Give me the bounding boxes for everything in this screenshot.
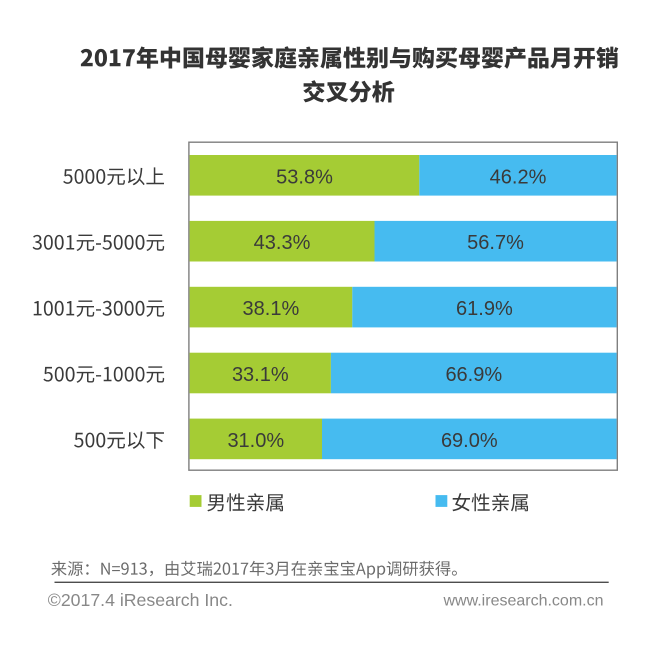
svg-text:33.1%: 33.1% — [232, 364, 289, 386]
svg-text:43.3%: 43.3% — [254, 232, 311, 254]
svg-text:69.0%: 69.0% — [441, 430, 498, 452]
svg-text:©2017.4 iResearch Inc.: ©2017.4 iResearch Inc. — [48, 590, 233, 610]
svg-text:www.iresearch.com.cn: www.iresearch.com.cn — [442, 593, 603, 610]
svg-text:46.2%: 46.2% — [490, 166, 547, 188]
svg-text:56.7%: 56.7% — [467, 232, 524, 254]
svg-text:61.9%: 61.9% — [456, 298, 513, 320]
svg-text:66.9%: 66.9% — [445, 364, 502, 386]
svg-text:31.0%: 31.0% — [227, 430, 284, 452]
svg-text:53.8%: 53.8% — [276, 166, 333, 188]
svg-text:38.1%: 38.1% — [243, 298, 300, 320]
